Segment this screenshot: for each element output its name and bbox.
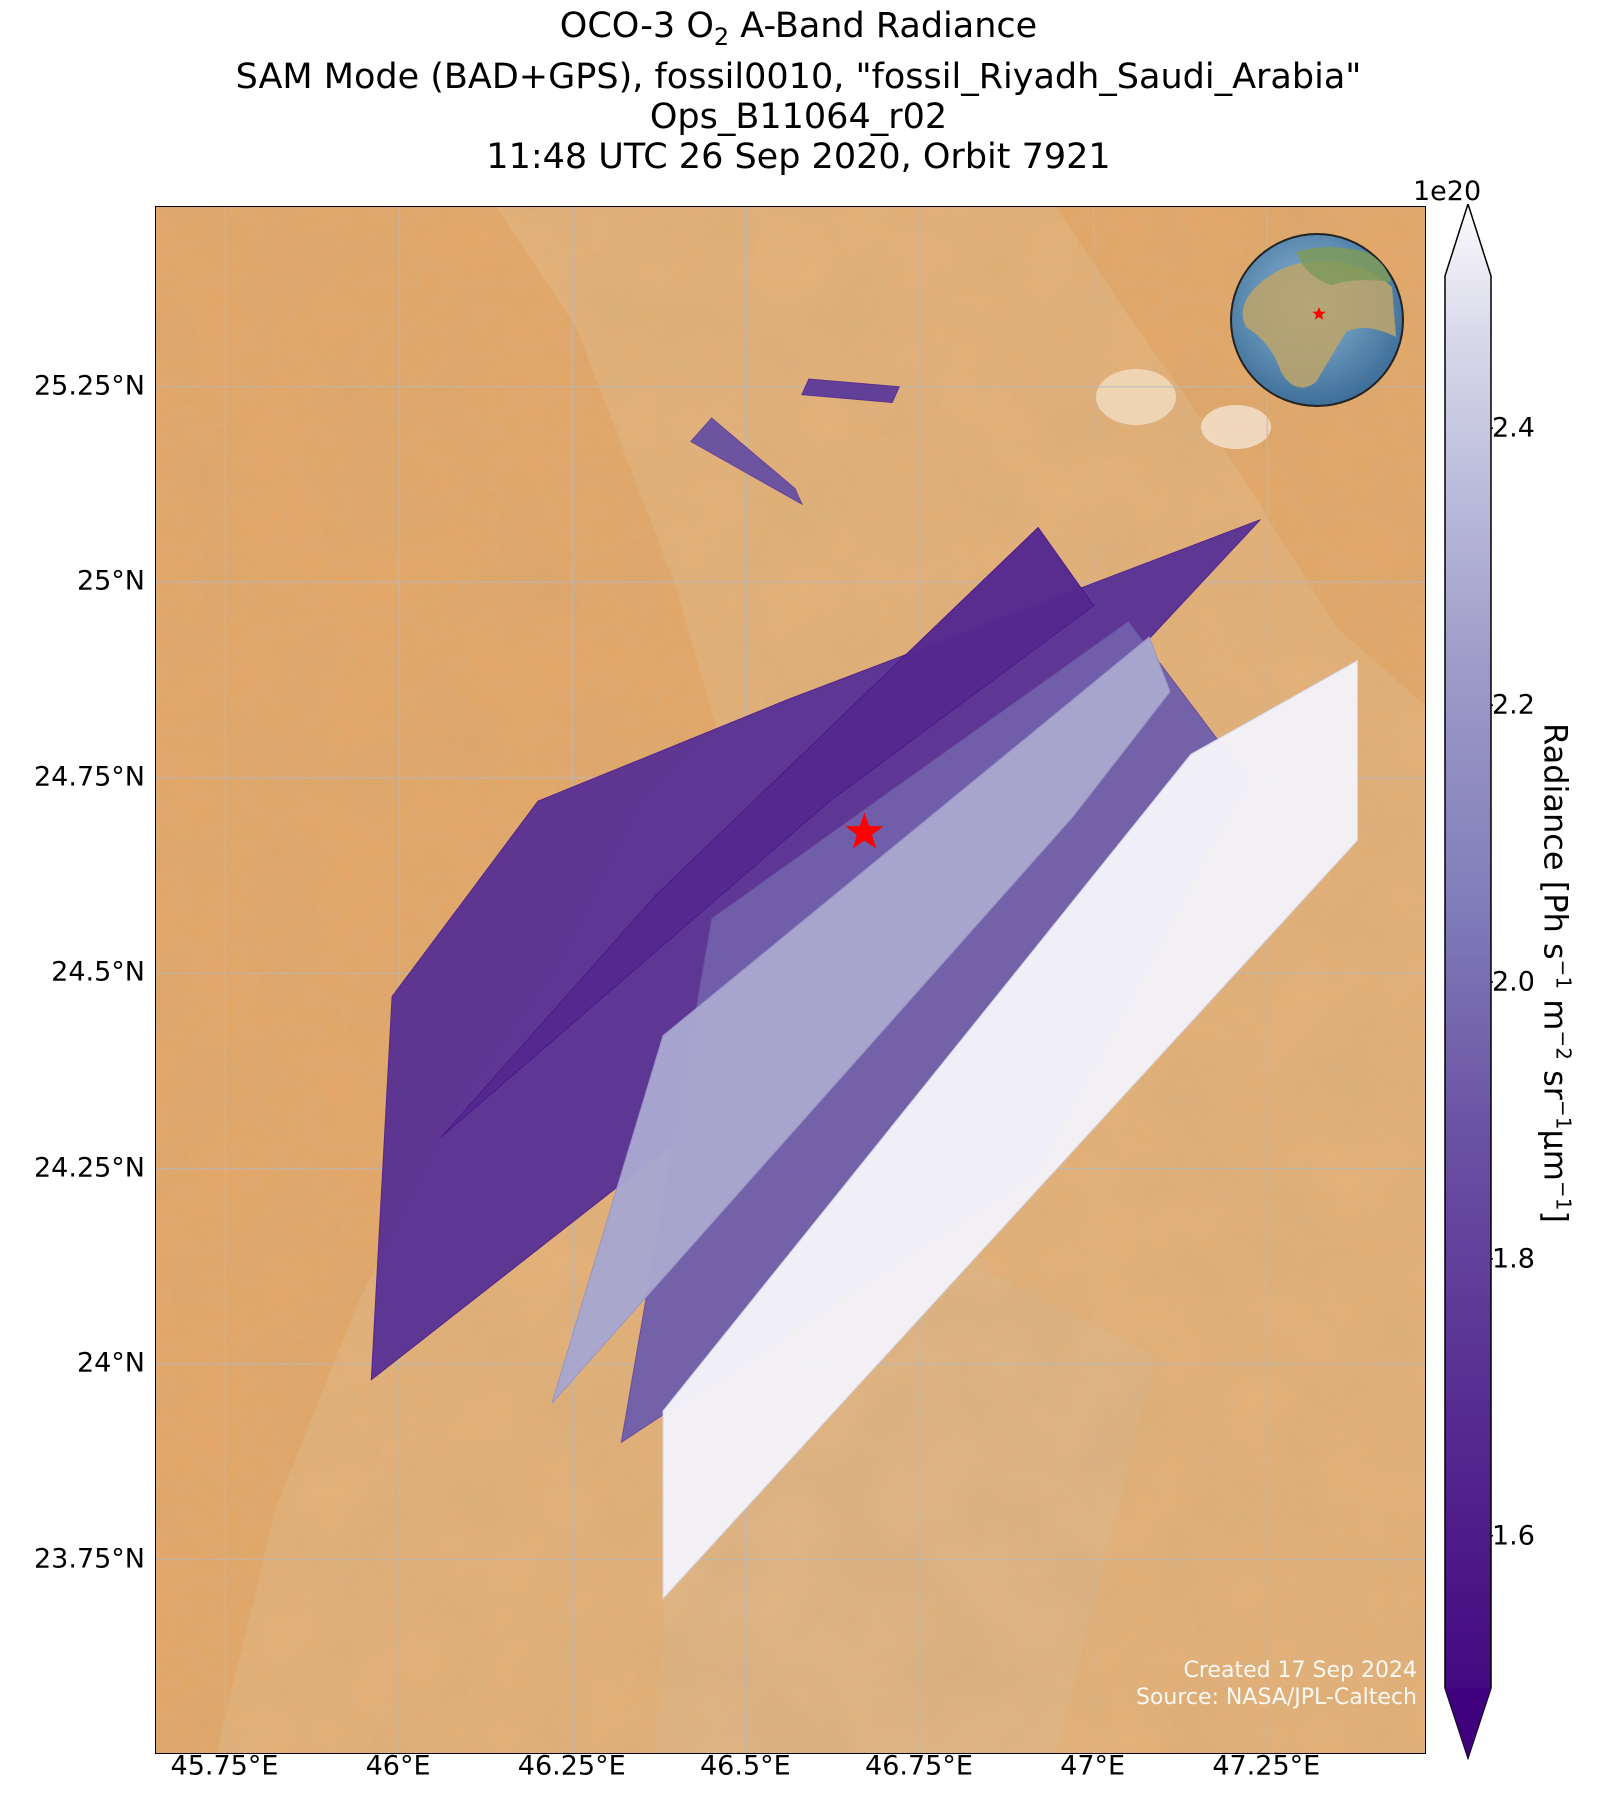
lat-tick-label: 24.75°N: [34, 761, 145, 793]
credit-created: Created 17 Sep 2024: [1183, 1658, 1418, 1683]
radiance-swaths: [370, 378, 1358, 1600]
location-inset-globe: [1230, 233, 1404, 407]
radiance-swath-4: [551, 636, 1171, 1404]
credits: Created 17 Sep 2024 Source: NASA/JPL-Cal…: [1136, 1657, 1417, 1711]
lat-tick-label: 25.25°N: [34, 370, 145, 402]
radiance-swath-3: [440, 526, 1095, 1138]
lat-tick-label: 24°N: [76, 1347, 145, 1379]
lon-tick-label: 47°E: [1060, 1750, 1126, 1782]
colorbar-tick-label: 1.6: [1492, 1520, 1535, 1552]
colorbar-tick-label: 2.4: [1492, 412, 1535, 444]
lon-tick-label: 46.5°E: [700, 1750, 791, 1782]
lon-tick-label: 47.25°E: [1212, 1750, 1321, 1782]
lon-tick-label: 46.25°E: [517, 1750, 626, 1782]
target-marker-star[interactable]: [845, 812, 884, 849]
map-panel[interactable]: Created 17 Sep 2024 Source: NASA/JPL-Cal…: [155, 206, 1426, 1754]
title-line-2: SAM Mode (BAD+GPS), fossil0010, "fossil_…: [235, 57, 1362, 97]
lat-tick-label: 24.25°N: [34, 1152, 145, 1184]
colorbar-label: Radiance [Ph s−1 m−2 sr−1μm−1]: [1536, 723, 1576, 1223]
colorbar-gradient: [1444, 204, 1492, 1760]
radiance-swath-5: [662, 659, 1358, 1600]
lon-tick-label: 46.75°E: [865, 1750, 973, 1782]
lon-tick-label: 45.75°E: [170, 1750, 279, 1782]
lat-tick-label: 23.75°N: [34, 1543, 145, 1575]
colorbar-tick-label: 2.0: [1492, 966, 1535, 998]
lat-tick-label: 24.5°N: [51, 956, 145, 988]
lon-tick-label: 46°E: [365, 1750, 431, 1782]
title-line-1: OCO-3 O2 A-Band Radiance: [559, 6, 1038, 51]
inset-target-marker: [1312, 307, 1326, 320]
colorbar-tick-label: 2.2: [1492, 689, 1535, 721]
map-canvas[interactable]: [156, 207, 1426, 1754]
colorbar-tick-label: 1.8: [1492, 1243, 1535, 1275]
radiance-swath-7: [690, 417, 803, 506]
radiance-swath-6: [801, 378, 900, 404]
colorbar: [1444, 204, 1493, 1760]
title-line-3: Ops_B11064_r02: [649, 97, 948, 137]
title-line-4: 11:48 UTC 26 Sep 2020, Orbit 7921: [486, 137, 1111, 177]
chart-title: OCO-3 O2 A-Band Radiance SAM Mode (BAD+G…: [0, 6, 1597, 177]
credit-source: Source: NASA/JPL-Caltech: [1135, 1685, 1417, 1710]
colorbar-exponent: 1e20: [1413, 176, 1482, 207]
lat-tick-label: 25°N: [76, 565, 145, 597]
